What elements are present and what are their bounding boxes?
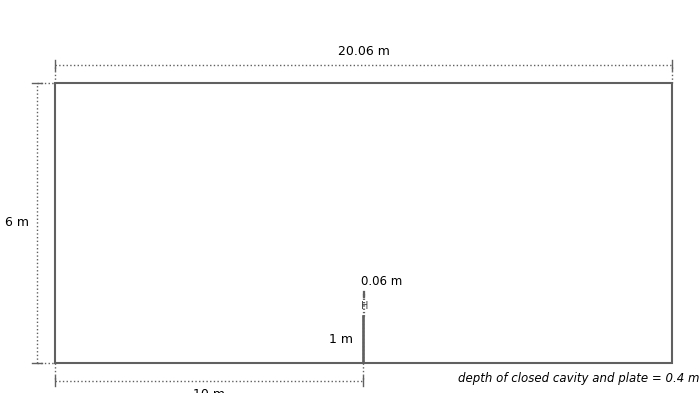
Text: depth of closed cavity and plate = 0.4 m: depth of closed cavity and plate = 0.4 m xyxy=(458,372,700,385)
Text: 20.06 m: 20.06 m xyxy=(337,45,389,58)
Bar xyxy=(363,316,365,363)
Text: 6 m: 6 m xyxy=(5,217,29,230)
Text: 1 m: 1 m xyxy=(328,333,353,346)
Text: H: H xyxy=(360,301,368,311)
Text: 10 m: 10 m xyxy=(193,388,225,393)
Bar xyxy=(55,83,672,363)
Text: 0.06 m: 0.06 m xyxy=(361,275,402,288)
